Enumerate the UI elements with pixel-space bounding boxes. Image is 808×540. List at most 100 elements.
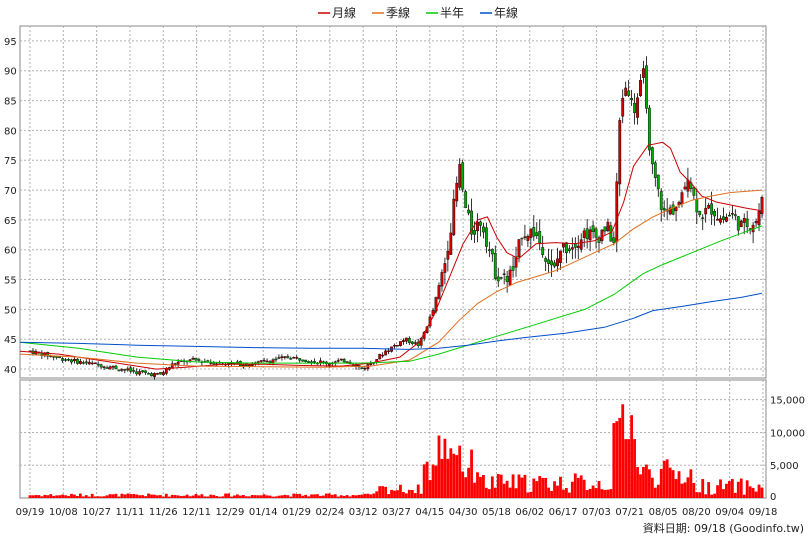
candle-body [535, 232, 539, 237]
candle-body [176, 361, 180, 365]
candle-body [728, 214, 731, 217]
candle-body [529, 228, 533, 238]
date-tick-label: 06/02 [515, 507, 544, 518]
volume-bar [96, 496, 100, 498]
volume-bar [689, 469, 693, 498]
candle-body [659, 191, 663, 210]
volume-bar [434, 465, 438, 498]
volume-bar [588, 488, 592, 498]
candle-body [630, 98, 634, 100]
candle-body [645, 65, 648, 109]
volume-bar [733, 492, 737, 498]
date-tick-label: 12/11 [182, 507, 211, 518]
volume-bar [31, 495, 35, 498]
volume-bar [64, 495, 67, 498]
candle-body [656, 174, 660, 190]
candle-body [570, 247, 574, 250]
volume-bar [464, 477, 468, 498]
volume-bar [407, 489, 411, 498]
volume-bar [313, 494, 316, 498]
volume-bar [310, 494, 313, 498]
volume-bar [467, 467, 471, 498]
candle-body [327, 363, 331, 366]
volume-bar [402, 491, 405, 498]
volume-bar [633, 439, 636, 498]
volume-bar [158, 495, 162, 498]
candle-body [384, 350, 388, 356]
date-tick-label: 08/05 [649, 507, 678, 518]
candle-body [158, 372, 162, 375]
volume-bar [319, 495, 322, 498]
volume-bar [93, 496, 97, 498]
price-tick-label: 75 [4, 156, 17, 167]
volume-bar [144, 496, 147, 498]
candle-body [597, 237, 601, 243]
candle-body [496, 276, 500, 282]
volume-bar [677, 471, 681, 498]
candle-body [342, 359, 346, 363]
candle-body [307, 361, 310, 363]
volume-bar [736, 481, 740, 498]
candle-body [387, 350, 390, 352]
volume-bar [550, 490, 553, 498]
volume-bar [28, 495, 32, 498]
volume-bar [404, 493, 408, 498]
candle-body [487, 249, 491, 251]
volume-bar [618, 417, 622, 498]
volume-bar [722, 489, 725, 498]
candle-body [369, 363, 373, 365]
date-x-axis: 09/19 10/08 10/27 11/11 11/26 12/11 12/29 01/14… [16, 507, 778, 518]
candle-body [407, 337, 411, 343]
volume-bar [280, 495, 284, 498]
volume-bar [668, 467, 672, 498]
volume-bar [413, 493, 417, 498]
price-tick-label: 45 [4, 335, 17, 346]
candle-body [410, 341, 414, 344]
candle-body [141, 370, 145, 373]
date-tick-label: 08/20 [682, 507, 711, 518]
volume-bar [81, 496, 85, 498]
volume-bar [419, 493, 423, 498]
volume-bar [508, 487, 512, 498]
price-y-axis: 40 45 50 55 60 65 70 75 80 85 90 95 [4, 37, 17, 376]
candle-body [73, 359, 76, 362]
candle-body [197, 359, 201, 361]
volume-bar [431, 464, 435, 498]
candle-body [105, 367, 109, 369]
volume-bar [751, 487, 755, 498]
volume-bar [215, 495, 219, 498]
price-tick-label: 70 [4, 186, 17, 197]
candle-body [129, 367, 133, 372]
volume-bar [327, 493, 331, 498]
candle-body [736, 216, 740, 231]
candle-body [61, 358, 64, 361]
volume-bar [203, 496, 207, 498]
candle-body [239, 361, 242, 367]
date-tick-label: 04/15 [415, 507, 444, 518]
date-tick-label: 01/29 [282, 507, 311, 518]
candle-body [627, 90, 631, 96]
price-tick-label: 85 [4, 97, 17, 108]
volume-bar [58, 495, 62, 498]
candle-body [304, 359, 308, 362]
candle-body [250, 364, 254, 366]
price-tick-label: 90 [4, 67, 17, 78]
volume-bar [233, 495, 236, 498]
candle-body [120, 369, 124, 371]
volume-bar [698, 492, 702, 498]
candle-body [70, 359, 73, 363]
candle-body [464, 191, 468, 209]
volume-bar [366, 493, 370, 498]
volume-bar [37, 495, 41, 498]
volume-bar [271, 496, 275, 498]
candle-body [78, 360, 82, 364]
volume-bars [28, 404, 764, 498]
volume-bar [452, 453, 456, 498]
date-tick-label: 07/21 [615, 507, 644, 518]
volume-bar [265, 495, 269, 498]
volume-bar [123, 494, 127, 498]
candle-body [618, 120, 622, 185]
volume-bar [262, 494, 266, 498]
candle-body [476, 221, 479, 232]
